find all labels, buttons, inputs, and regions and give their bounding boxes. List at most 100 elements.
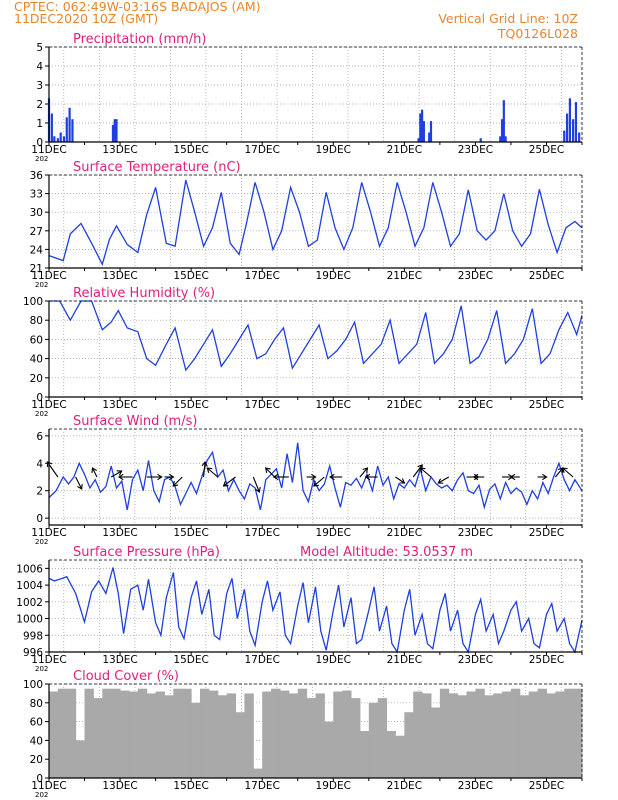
bar xyxy=(422,693,432,778)
x-tick-label: 23DEC xyxy=(458,527,493,539)
x-tick-label: 13DEC xyxy=(102,780,137,792)
bar xyxy=(50,113,53,142)
bar xyxy=(475,688,485,778)
year-stub: 202 xyxy=(35,538,48,546)
y-tick-label: 0 xyxy=(36,773,43,785)
x-tick-label: 21DEC xyxy=(387,780,422,792)
bar xyxy=(71,119,74,142)
y-tick-label: 5 xyxy=(36,42,43,54)
bar xyxy=(333,691,343,778)
bar xyxy=(457,695,468,778)
y-tick-label: 1000 xyxy=(16,614,43,626)
bar xyxy=(208,690,219,778)
bar xyxy=(271,688,281,778)
bar xyxy=(66,688,77,778)
bar xyxy=(568,98,572,142)
x-tick-label: 21DEC xyxy=(387,654,422,666)
bar xyxy=(519,695,530,778)
wind-arrowhead xyxy=(472,473,479,481)
header-station: CPTEC: 062:49W-03:16S BADAJOS (AM) xyxy=(14,0,261,14)
panel-4: 0 2 4 6 11DEC 13DEC 15DEC 17DEC 19DEC 21DEC 23DEC 2… xyxy=(31,414,583,546)
y-tick-label: 24 xyxy=(30,244,44,256)
bar xyxy=(377,698,388,778)
bar xyxy=(466,691,476,778)
bar xyxy=(564,688,574,778)
y-tick-label: 80 xyxy=(30,315,43,327)
x-tick-label: 19DEC xyxy=(316,780,351,792)
x-tick-label: 13DEC xyxy=(102,527,137,539)
wind-arrowhead xyxy=(254,486,261,493)
wind-arrowhead xyxy=(172,481,179,487)
bar xyxy=(555,691,565,778)
y-tick-label: 40 xyxy=(30,735,43,747)
x-tick-label: 11DEC xyxy=(31,270,66,282)
series-line xyxy=(48,179,583,267)
bar xyxy=(113,119,116,142)
year-stub: 202 xyxy=(35,155,48,163)
wind-arrowhead xyxy=(264,467,271,473)
x-tick-label: 11DEC xyxy=(31,780,66,792)
bar xyxy=(537,688,547,778)
x-tick-label: 17DEC xyxy=(244,654,279,666)
year-stub: 202 xyxy=(35,410,48,418)
wind-arrowhead xyxy=(91,467,98,474)
x-tick-label: 25DEC xyxy=(529,270,564,282)
x-tick-label: 23DEC xyxy=(458,270,493,282)
bar xyxy=(84,688,94,778)
wind-arrowhead xyxy=(157,473,163,481)
x-tick-label: 21DEC xyxy=(387,527,422,539)
bar xyxy=(146,693,157,778)
x-tick-label: 13DEC xyxy=(102,654,137,666)
header-model: TQ0126L028 xyxy=(497,26,578,41)
x-tick-label: 19DEC xyxy=(316,527,351,539)
wind-arrowhead xyxy=(116,470,123,476)
x-tick-label: 17DEC xyxy=(244,270,279,282)
wind-arrowhead xyxy=(117,473,124,481)
x-tick-label: 15DEC xyxy=(173,144,208,156)
x-tick-label: 15DEC xyxy=(173,399,208,411)
wind-arrowhead xyxy=(364,473,371,481)
x-tick-label: 19DEC xyxy=(316,399,351,411)
panel-3: 0 20 40 60 80 100 11DEC 13DEC 15DEC 17DEC 19DEC 21D… xyxy=(23,286,583,418)
bar xyxy=(244,693,254,778)
wind-arrowhead xyxy=(311,473,317,481)
bar xyxy=(226,693,237,778)
wind-arrowhead xyxy=(561,467,568,473)
wind-arrow xyxy=(313,476,325,487)
y-tick-label: 3 xyxy=(36,80,43,92)
x-tick-label: 23DEC xyxy=(458,780,493,792)
bar xyxy=(217,695,228,778)
bar xyxy=(563,130,566,142)
bar xyxy=(65,117,68,142)
x-tick-label: 25DEC xyxy=(529,144,564,156)
bar xyxy=(368,702,379,778)
bar xyxy=(504,136,507,142)
wind-arrowhead xyxy=(168,473,175,481)
bar xyxy=(120,690,130,778)
x-tick-label: 17DEC xyxy=(244,399,279,411)
wind-arrowhead xyxy=(313,481,319,487)
panel-5: 996 998 1000 1002 1004 1006 11DEC 13DEC 15DEC 17D… xyxy=(16,545,583,673)
bar xyxy=(53,136,56,142)
wind-arrow xyxy=(203,461,206,478)
bar xyxy=(111,688,121,778)
wind-arrow xyxy=(252,476,260,493)
wind-arrowhead xyxy=(201,460,208,467)
x-tick-label: 13DEC xyxy=(102,270,137,282)
bar xyxy=(262,691,272,778)
bar xyxy=(439,688,450,778)
x-tick-label: 15DEC xyxy=(173,780,208,792)
x-tick-label: 25DEC xyxy=(529,527,564,539)
bar xyxy=(182,688,192,778)
x-tick-label: 23DEC xyxy=(458,399,493,411)
x-tick-label: 25DEC xyxy=(529,654,564,666)
bar xyxy=(479,138,482,142)
wind-arrowhead xyxy=(77,483,83,490)
bar xyxy=(75,740,86,778)
x-tick-label: 17DEC xyxy=(244,780,279,792)
wind-arrow xyxy=(265,467,276,478)
header-date: 11DEC2020 10Z (GMT) xyxy=(14,11,158,26)
bar xyxy=(288,693,299,778)
y-tick-label: 1002 xyxy=(16,597,43,609)
